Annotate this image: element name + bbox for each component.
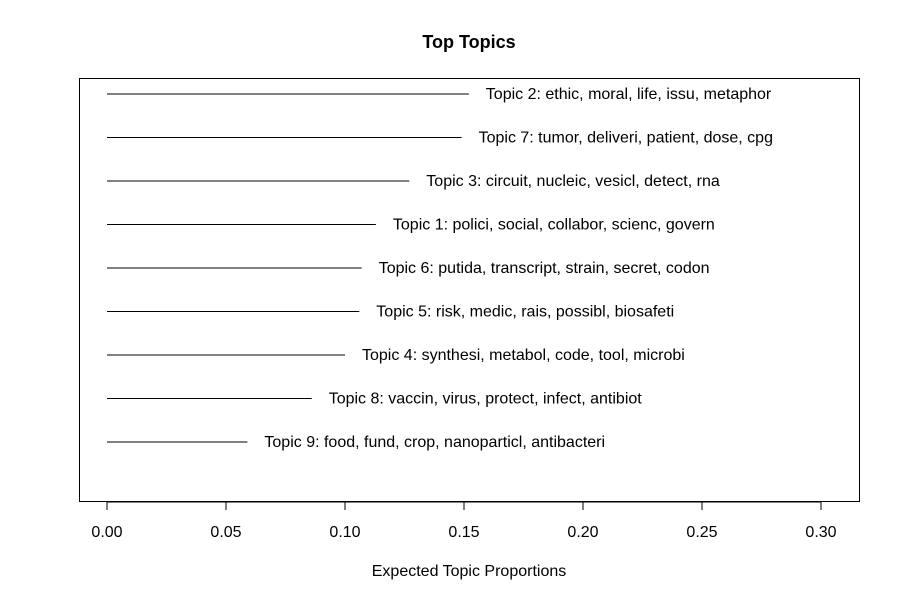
topic-lines <box>107 93 469 443</box>
x-tick-label: 0.20 <box>567 524 598 541</box>
chart-title: Top Topics <box>422 32 515 52</box>
topic-label: Topic 6: putida, transcript, strain, sec… <box>379 260 710 277</box>
x-tick-label: 0.05 <box>210 524 241 541</box>
topic-label: Topic 5: risk, medic, rais, possibl, bio… <box>376 304 674 321</box>
x-tick-label: 0.15 <box>448 524 479 541</box>
topic-label: Topic 1: polici, social, collabor, scien… <box>393 217 715 234</box>
x-tick-label: 0.00 <box>91 524 122 541</box>
x-tick-label: 0.25 <box>686 524 717 541</box>
topic-label: Topic 9: food, fund, crop, nanoparticl, … <box>264 434 605 451</box>
x-tick-label: 0.10 <box>329 524 360 541</box>
topic-label: Topic 3: circuit, nucleic, vesicl, detec… <box>426 173 720 190</box>
x-tick-label: 0.30 <box>805 524 836 541</box>
x-ticks <box>106 502 822 510</box>
topic-label: Topic 8: vaccin, virus, protect, infect,… <box>329 391 643 408</box>
x-tick-labels: 0.00 0.05 0.10 0.15 0.20 0.25 0.30 <box>91 524 836 541</box>
topic-label: Topic 7: tumor, deliveri, patient, dose,… <box>479 130 773 147</box>
topic-labels: Topic 2: ethic, moral, life, issu, metap… <box>264 86 773 451</box>
topic-label: Topic 4: synthesi, metabol, code, tool, … <box>362 347 685 364</box>
topic-label: Topic 2: ethic, moral, life, issu, metap… <box>486 86 772 103</box>
x-axis-label: Expected Topic Proportions <box>372 563 566 580</box>
